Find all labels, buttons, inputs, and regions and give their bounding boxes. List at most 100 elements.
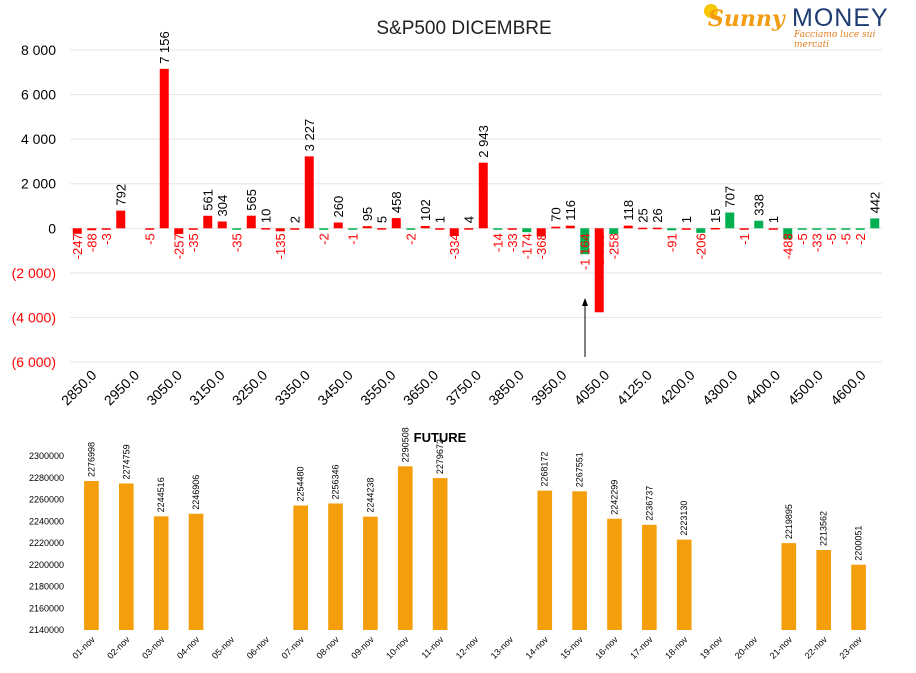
bar	[174, 228, 184, 235]
bar	[536, 228, 546, 237]
y-tick-label: 2 000	[21, 176, 56, 192]
x-tick-label: 16-nov	[593, 634, 620, 661]
bar	[217, 221, 227, 229]
data-label: 792	[114, 184, 129, 206]
bar	[667, 228, 677, 231]
x-tick-label: 3750.0	[443, 367, 485, 409]
bar	[594, 228, 604, 313]
x-tick-label: 10-nov	[384, 634, 411, 661]
data-label: 561	[201, 189, 216, 211]
x-tick-label: 17-nov	[628, 634, 655, 661]
bar	[768, 228, 778, 230]
y-tick-label: 4 000	[21, 131, 56, 147]
x-tick-label: 11-nov	[419, 634, 445, 660]
bar	[203, 215, 213, 229]
bar	[397, 466, 413, 630]
data-label: 2 943	[476, 125, 491, 158]
x-tick-label: 08-nov	[314, 634, 341, 661]
data-label: 3 227	[302, 119, 317, 152]
bar	[72, 228, 82, 234]
data-label: 7 156	[157, 31, 172, 64]
bar	[607, 518, 622, 630]
bar	[319, 228, 329, 230]
data-label: -1	[346, 233, 361, 245]
bar	[507, 228, 517, 230]
y-tick-label: (2 000)	[12, 265, 56, 281]
y-tick-label: 2140000	[29, 625, 64, 635]
data-label: -206	[694, 233, 709, 259]
bar	[642, 524, 657, 630]
bar	[116, 210, 126, 229]
data-label: -91	[665, 233, 680, 252]
x-tick-label: 19-nov	[698, 634, 725, 661]
bar	[159, 68, 169, 229]
data-label: -257	[172, 233, 187, 259]
data-label: 2246906	[191, 475, 201, 510]
data-label: -1	[737, 233, 752, 245]
bar	[851, 564, 866, 630]
data-label: -247	[70, 233, 85, 259]
bar	[290, 228, 300, 230]
x-tick-label: 3650.0	[400, 367, 442, 409]
bar	[101, 228, 111, 230]
bar	[710, 227, 720, 230]
data-label: -334	[447, 233, 462, 259]
data-label: 25	[636, 208, 651, 222]
bar	[261, 228, 271, 230]
y-tick-label: 2240000	[29, 516, 64, 526]
data-label: 95	[360, 207, 375, 221]
x-tick-label: 18-nov	[663, 634, 690, 661]
data-label: -2	[853, 233, 868, 245]
data-label: 1	[433, 216, 448, 223]
y-tick-label: 6 000	[21, 87, 56, 103]
future-chart-title: FUTURE	[414, 430, 467, 445]
y-tick-label: 8 000	[21, 42, 56, 58]
future-y-axis: 2300000 2280000 2260000 2240000 2220000 22000…	[29, 451, 64, 635]
data-label: 1	[766, 216, 781, 223]
x-tick-label: 05-nov	[210, 634, 237, 661]
data-label: 2267551	[575, 452, 585, 487]
bar	[478, 162, 488, 229]
data-label: 10	[259, 209, 274, 223]
data-label: 2242299	[609, 480, 619, 515]
data-label: -368	[534, 233, 549, 259]
data-label: -14	[491, 233, 506, 252]
bar	[783, 228, 793, 240]
data-label: 260	[331, 196, 346, 218]
bar	[449, 228, 459, 236]
data-label: -3	[99, 233, 114, 245]
x-tick-label: 15-nov	[558, 634, 585, 661]
data-label: 2268172	[540, 452, 550, 487]
x-tick-label: 4125.0	[613, 367, 655, 409]
y-axis: 8 000 6 000 4 000 2 000 0 (2 000) (4 000) (6 00…	[12, 42, 57, 370]
data-label: 118	[621, 200, 636, 221]
data-label: 304	[215, 195, 230, 217]
x-tick-label: 4200.0	[656, 367, 698, 409]
x-tick-label: 4050.0	[571, 367, 613, 409]
data-label: -5	[143, 233, 158, 245]
bar	[406, 228, 416, 230]
data-label: -2	[317, 233, 332, 245]
x-tick-label: 02-nov	[105, 634, 132, 661]
bar	[232, 228, 242, 230]
data-label: 102	[418, 199, 433, 221]
bar	[855, 228, 865, 230]
data-label: 2	[288, 216, 303, 223]
data-label: 2200051	[854, 526, 864, 561]
x-tick-label: 22-nov	[803, 634, 830, 661]
bar	[333, 222, 343, 229]
bar	[781, 543, 797, 630]
data-label: 116	[563, 200, 578, 221]
data-label: -174	[520, 233, 535, 259]
bar	[565, 225, 575, 229]
bar	[816, 550, 832, 630]
bar	[609, 228, 619, 235]
data-label: 2256346	[331, 464, 341, 499]
bar	[696, 228, 706, 233]
bar	[84, 481, 99, 630]
data-label: 4	[462, 216, 477, 223]
y-tick-label: 2200000	[29, 560, 64, 570]
x-tick-label: 09-nov	[349, 634, 376, 661]
data-label: -1 164	[578, 233, 593, 270]
